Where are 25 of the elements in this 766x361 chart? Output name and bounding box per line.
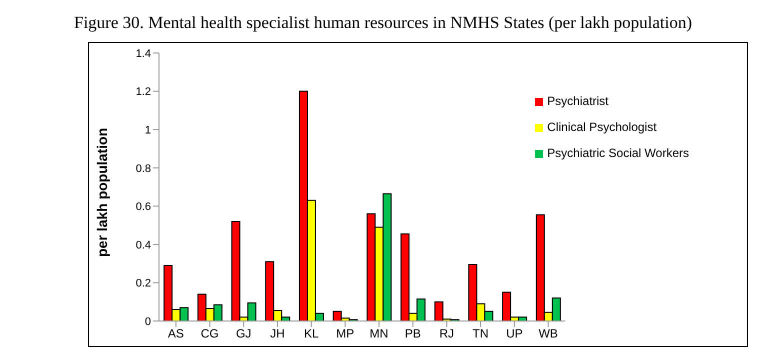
- y-tick-label: 0.6: [136, 201, 151, 214]
- y-axis-title: per lakh population: [94, 128, 110, 257]
- y-tick-label: 0: [144, 316, 151, 328]
- x-tick-label: TN: [472, 326, 489, 341]
- chart-title: Figure 30. Mental health specialist human resources in NMHS States (per lakh population): [72, 12, 693, 34]
- legend-label: Psychiatric Social Workers: [547, 146, 689, 160]
- y-tick-label: 0.4: [136, 239, 151, 252]
- x-tick-label: RJ: [439, 326, 454, 341]
- x-tick-label: CG: [200, 326, 219, 341]
- x-tick-label: PB: [404, 326, 421, 341]
- y-tick-label: 0.2: [136, 278, 151, 290]
- y-tick-label: 1.4: [136, 48, 151, 60]
- y-tick-label: 1.2: [136, 86, 151, 98]
- x-tick-label: AS: [168, 326, 184, 341]
- y-tick-label: 1: [144, 124, 151, 136]
- x-tick-label: UP: [506, 326, 523, 341]
- x-tick-label: KL: [304, 326, 319, 341]
- legend-label: Clinical Psychologist: [547, 120, 657, 134]
- x-tick-label: JH: [270, 326, 285, 341]
- x-tick-label: WB: [538, 326, 558, 341]
- x-tick-label: MN: [370, 326, 388, 341]
- x-tick-label: GJ: [236, 326, 252, 341]
- legend-label: Psychiatrist: [547, 94, 609, 108]
- y-tick-label: 0.8: [136, 162, 151, 175]
- x-tick-label: MP: [336, 326, 354, 341]
